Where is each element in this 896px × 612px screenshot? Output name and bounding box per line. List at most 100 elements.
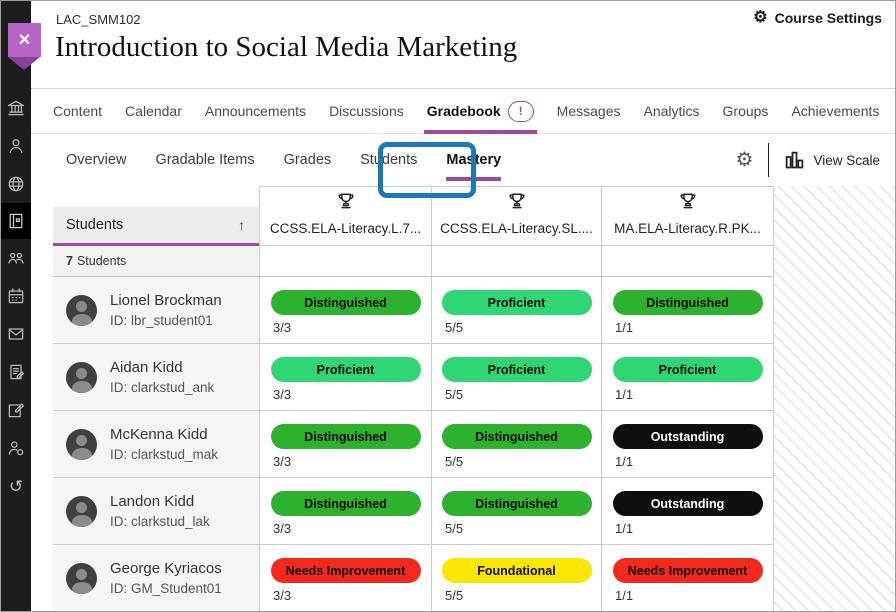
student-cell[interactable]: Landon Kidd ID: clarkstud_lak	[53, 478, 259, 545]
subtab-gradable-items[interactable]: Gradable Items	[155, 152, 255, 168]
calendar-icon[interactable]	[5, 285, 27, 307]
score: 3/3	[273, 588, 292, 603]
score: 5/5	[445, 588, 464, 603]
courses-icon-active[interactable]	[1, 203, 31, 239]
score: 1/1	[615, 521, 634, 536]
tab-announcements[interactable]: Announcements	[204, 103, 307, 119]
student-cell[interactable]: McKenna Kidd ID: clarkstud_mak	[53, 411, 259, 478]
course-settings-label: Course Settings	[774, 10, 882, 26]
score: 3/3	[273, 387, 292, 402]
mastery-badge[interactable]: Needs Improvement	[270, 558, 421, 583]
admin-icon[interactable]	[5, 437, 27, 459]
student-cell[interactable]: Lionel Brockman ID: lbr_student01	[53, 277, 259, 344]
mastery-badge[interactable]: Needs Improvement	[612, 558, 763, 583]
mastery-table: Students ↑ CCSS.ELA-Literacy.L.7... CCSS…	[53, 186, 773, 611]
trophy-icon	[335, 191, 357, 216]
mastery-cell: Distinguished 5/5	[431, 411, 601, 478]
student-cell[interactable]: George Kyriacos ID: GM_Student01	[53, 545, 259, 611]
standard-column-label: CCSS.ELA-Literacy.SL....	[440, 221, 593, 236]
mastery-badge[interactable]: Distinguished	[441, 424, 592, 449]
bar-scale-icon	[786, 151, 804, 168]
page-title: Introduction to Social Media Marketing	[55, 31, 518, 63]
student-id: ID: clarkstud_lak	[110, 514, 210, 529]
student-name: Lionel Brockman	[110, 292, 222, 309]
mastery-badge[interactable]: Foundational	[441, 558, 592, 583]
mastery-badge[interactable]: Distinguished	[612, 290, 763, 315]
mastery-badge[interactable]: Proficient	[612, 357, 763, 382]
mastery-cell: Distinguished 3/3	[259, 277, 431, 344]
student-cell[interactable]: Aidan Kidd ID: clarkstud_ank	[53, 344, 259, 411]
score: 1/1	[615, 454, 634, 469]
sort-ascending-icon[interactable]: ↑	[238, 217, 245, 233]
mastery-badge[interactable]: Outstanding	[612, 491, 763, 516]
activity-stream-icon[interactable]	[5, 173, 27, 195]
tab-achievements[interactable]: Achievements	[791, 103, 880, 119]
mastery-settings-gear-icon[interactable]: ⚙	[735, 149, 754, 171]
mastery-cell: Proficient 5/5	[431, 277, 601, 344]
mastery-badge[interactable]: Proficient	[441, 290, 592, 315]
mastery-cell: Distinguished 3/3	[259, 478, 431, 545]
standard-column-header[interactable]: CCSS.ELA-Literacy.SL....	[431, 186, 601, 246]
marks-icon[interactable]	[5, 399, 27, 421]
mastery-cell: Foundational 5/5	[431, 545, 601, 611]
score: 3/3	[273, 521, 292, 536]
avatar	[66, 294, 97, 326]
mastery-badge[interactable]: Outstanding	[612, 424, 763, 449]
tab-discussions[interactable]: Discussions	[329, 103, 404, 119]
profile-icon[interactable]	[5, 135, 27, 157]
empty-cell	[259, 246, 431, 277]
tab-gradebook[interactable]: Gradebook !	[423, 89, 537, 134]
mastery-cell: Needs Improvement 1/1	[601, 545, 773, 611]
subtab-grades[interactable]: Grades	[283, 152, 332, 168]
gear-icon: ⚙	[753, 9, 768, 26]
standard-column-header[interactable]: CCSS.ELA-Literacy.L.7...	[259, 186, 431, 246]
close-panel-ribbon[interactable]: ✕	[8, 23, 41, 70]
view-scale-button[interactable]: View Scale	[784, 150, 880, 171]
mastery-badge[interactable]: Distinguished	[270, 491, 421, 516]
student-id: ID: lbr_student01	[110, 313, 213, 328]
empty-cell	[431, 246, 601, 277]
subtab-overview[interactable]: Overview	[66, 152, 127, 168]
student-id: ID: clarkstud_mak	[110, 447, 219, 462]
organizations-icon[interactable]	[5, 247, 27, 269]
avatar	[66, 495, 97, 527]
student-id: ID: GM_Student01	[110, 581, 222, 596]
tab-groups[interactable]: Groups	[722, 103, 769, 119]
mastery-badge[interactable]: Distinguished	[270, 290, 421, 315]
students-header-label: Students	[66, 217, 124, 233]
divider	[768, 143, 770, 177]
messages-icon[interactable]	[5, 323, 27, 345]
mastery-badge[interactable]: Proficient	[441, 357, 592, 382]
student-name: George Kyriacos	[110, 560, 222, 577]
mastery-cell: Outstanding 1/1	[601, 411, 773, 478]
score: 5/5	[445, 320, 464, 335]
empty-hatched-area	[773, 186, 895, 611]
mastery-cell: Proficient 3/3	[259, 344, 431, 411]
close-icon: ✕	[17, 32, 32, 49]
sign-out-icon[interactable]: ↺	[8, 476, 24, 496]
course-settings-button[interactable]: ⚙ Course Settings	[753, 9, 882, 27]
course-header: LAC_SMM102 Introduction to Social Media …	[31, 1, 895, 89]
score: 3/3	[273, 320, 292, 335]
tab-gradebook-label: Gradebook	[426, 103, 501, 119]
tab-messages[interactable]: Messages	[556, 103, 621, 119]
subtab-students[interactable]: Students	[360, 152, 418, 168]
grades-icon[interactable]	[5, 361, 27, 383]
students-column-header[interactable]: Students ↑	[53, 186, 259, 246]
mastery-cell: Outstanding 1/1	[601, 478, 773, 545]
institution-icon[interactable]	[5, 97, 27, 119]
standard-column-header[interactable]: MA.ELA-Literacy.R.PK...	[601, 186, 773, 246]
mastery-cell: Distinguished 1/1	[601, 277, 773, 344]
tab-content[interactable]: Content	[53, 103, 103, 119]
score: 5/5	[445, 454, 464, 469]
tab-calendar[interactable]: Calendar	[125, 103, 182, 119]
mastery-cell: Needs Improvement 3/3	[259, 545, 431, 611]
subnav-controls: ⚙ View Scale	[736, 143, 880, 177]
mastery-badge[interactable]: Distinguished	[441, 491, 592, 516]
student-count-number: 7	[66, 254, 73, 268]
mastery-badge[interactable]: Distinguished	[270, 424, 421, 449]
subtab-mastery[interactable]: Mastery	[446, 134, 501, 186]
tab-analytics[interactable]: Analytics	[643, 103, 700, 119]
student-name: McKenna Kidd	[110, 426, 208, 443]
mastery-badge[interactable]: Proficient	[270, 357, 421, 382]
